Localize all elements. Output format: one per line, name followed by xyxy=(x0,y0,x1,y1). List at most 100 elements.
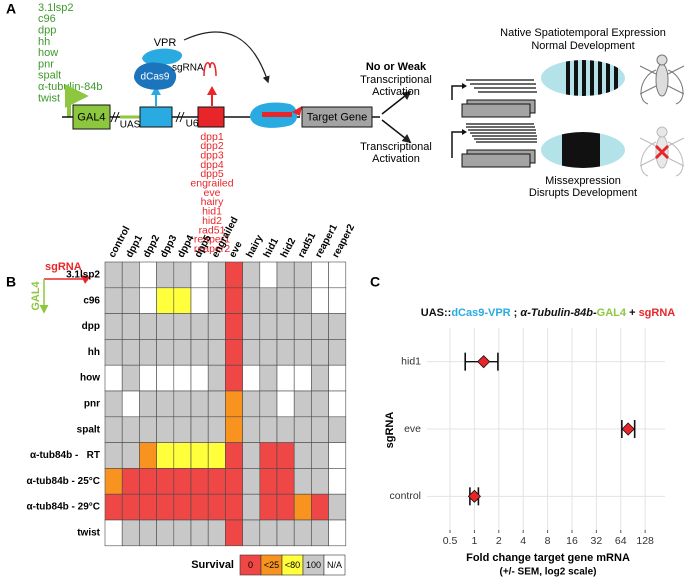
heatmap-cell xyxy=(156,519,175,547)
row-label: hh xyxy=(88,347,100,358)
heatmap-cell xyxy=(242,287,261,314)
arrow xyxy=(381,90,412,115)
heatmap-cell xyxy=(207,416,226,443)
panel-label: C xyxy=(370,274,380,290)
title-part: + xyxy=(626,307,639,319)
row-label: c96 xyxy=(83,295,100,306)
heatmap-cell xyxy=(225,364,243,392)
heatmap-cell xyxy=(328,519,347,547)
weak-text: Transcriptional xyxy=(360,74,432,86)
heatmap-cell xyxy=(225,416,243,443)
heatmap-cell xyxy=(156,339,175,366)
heatmap-cell xyxy=(276,364,295,392)
x-tick-label: 0.5 xyxy=(443,535,458,547)
caption: Normal Development xyxy=(531,40,634,52)
heatmap-cell xyxy=(242,493,261,521)
heatmap-cell xyxy=(173,519,192,547)
heatmap-cell xyxy=(311,390,329,418)
title-part: sgRNA xyxy=(639,307,676,319)
heatmap-cell xyxy=(139,390,157,418)
gal4-line: dpp xyxy=(38,25,56,37)
embryo-stripes xyxy=(566,60,618,96)
heatmap-cell xyxy=(139,493,157,521)
heatmap-cell xyxy=(104,313,123,340)
heatmap-cell xyxy=(121,416,140,443)
heatmap-cell xyxy=(121,519,140,547)
y-axis-title: sgRNA xyxy=(384,412,396,449)
heatmap-cell xyxy=(139,468,157,495)
heatmap-cell xyxy=(156,313,175,340)
row-label: 3.1lsp2 xyxy=(66,270,100,281)
heatmap-cell xyxy=(156,416,175,443)
heatmap-cell xyxy=(104,364,123,392)
heatmap-cell xyxy=(121,442,140,469)
heatmap-cell xyxy=(225,339,243,366)
heatmap-cell xyxy=(173,468,192,495)
heatmap-cell xyxy=(293,468,312,495)
x-tick-label: 64 xyxy=(615,535,627,547)
gene-stack-weak xyxy=(451,79,537,118)
heatmap-cell xyxy=(156,261,175,289)
legend-label: <25 xyxy=(264,560,279,570)
heatmap-cell xyxy=(276,339,295,366)
column-label: hid2 xyxy=(279,236,299,260)
heatmap-cell xyxy=(242,339,261,366)
y-tick-label: hid1 xyxy=(401,355,421,367)
x-axis-title: (+/- SEM, log2 scale) xyxy=(500,567,597,578)
heatmap-cell xyxy=(104,261,123,289)
heatmap-cell xyxy=(121,364,140,392)
heatmap-cell xyxy=(139,416,157,443)
heatmap-cell xyxy=(328,339,347,366)
heatmap-cell xyxy=(104,390,123,418)
legend-label: 0 xyxy=(248,560,253,570)
legend-swatch xyxy=(323,554,346,576)
heatmap-cell xyxy=(190,339,209,366)
heatmap-cell xyxy=(104,493,123,521)
x-tick-label: 32 xyxy=(591,535,603,547)
heatmap-cell xyxy=(207,261,226,289)
heatmap-cell xyxy=(259,390,278,418)
heatmap-cell xyxy=(259,493,278,521)
heatmap-cell xyxy=(207,364,226,392)
heatmap-cell xyxy=(156,468,175,495)
heatmap-cell xyxy=(173,339,192,366)
target-gene-label: Target Gene xyxy=(307,111,368,123)
vpr-shape xyxy=(142,48,183,66)
fly-affected xyxy=(639,126,685,177)
fly xyxy=(639,54,685,105)
gal4-line: pnr xyxy=(38,58,54,70)
sgrna-item: dpp3 xyxy=(200,149,224,161)
heatmap-cell xyxy=(311,364,329,392)
heatmap-cell xyxy=(225,287,243,314)
row-axis-label: GAL4 xyxy=(30,280,42,310)
caption: Native Spatiotemporal Expression xyxy=(500,27,666,39)
y-tick-label: eve xyxy=(404,423,421,435)
heatmap-cell xyxy=(190,468,209,495)
embryo-block xyxy=(562,132,600,168)
arrow-head xyxy=(207,86,217,95)
row-label: α-tub84b - 29°C xyxy=(27,502,101,513)
heatmap-cell xyxy=(225,390,243,418)
heatmap-cell xyxy=(104,442,123,469)
heatmap-cell xyxy=(173,313,192,340)
heatmap-cell xyxy=(139,261,157,289)
heatmap-cell xyxy=(190,313,209,340)
heatmap-cell xyxy=(276,493,295,521)
heatmap-cell xyxy=(121,287,140,314)
data-point xyxy=(477,355,491,369)
panel-b: B sgRNA GAL4 controldpp1dpp2dpp3dpp4dpp5… xyxy=(6,215,357,576)
sgrna-item: hid1 xyxy=(202,206,222,218)
heatmap-cell xyxy=(242,442,261,469)
heatmap-cell xyxy=(259,364,278,392)
title-part: ; xyxy=(511,307,521,319)
heatmap-cell xyxy=(207,390,226,418)
heatmap-cell xyxy=(259,313,278,340)
complex-sgrna xyxy=(262,112,292,117)
x-tick-label: 128 xyxy=(636,535,654,547)
title-part: GAL4 xyxy=(597,307,627,319)
y-tick-label: control xyxy=(389,490,421,502)
heatmap-cell xyxy=(121,493,140,521)
heatmap-cell xyxy=(173,493,192,521)
sgrna-item: hairy xyxy=(201,196,225,208)
heatmap-cell xyxy=(276,519,295,547)
